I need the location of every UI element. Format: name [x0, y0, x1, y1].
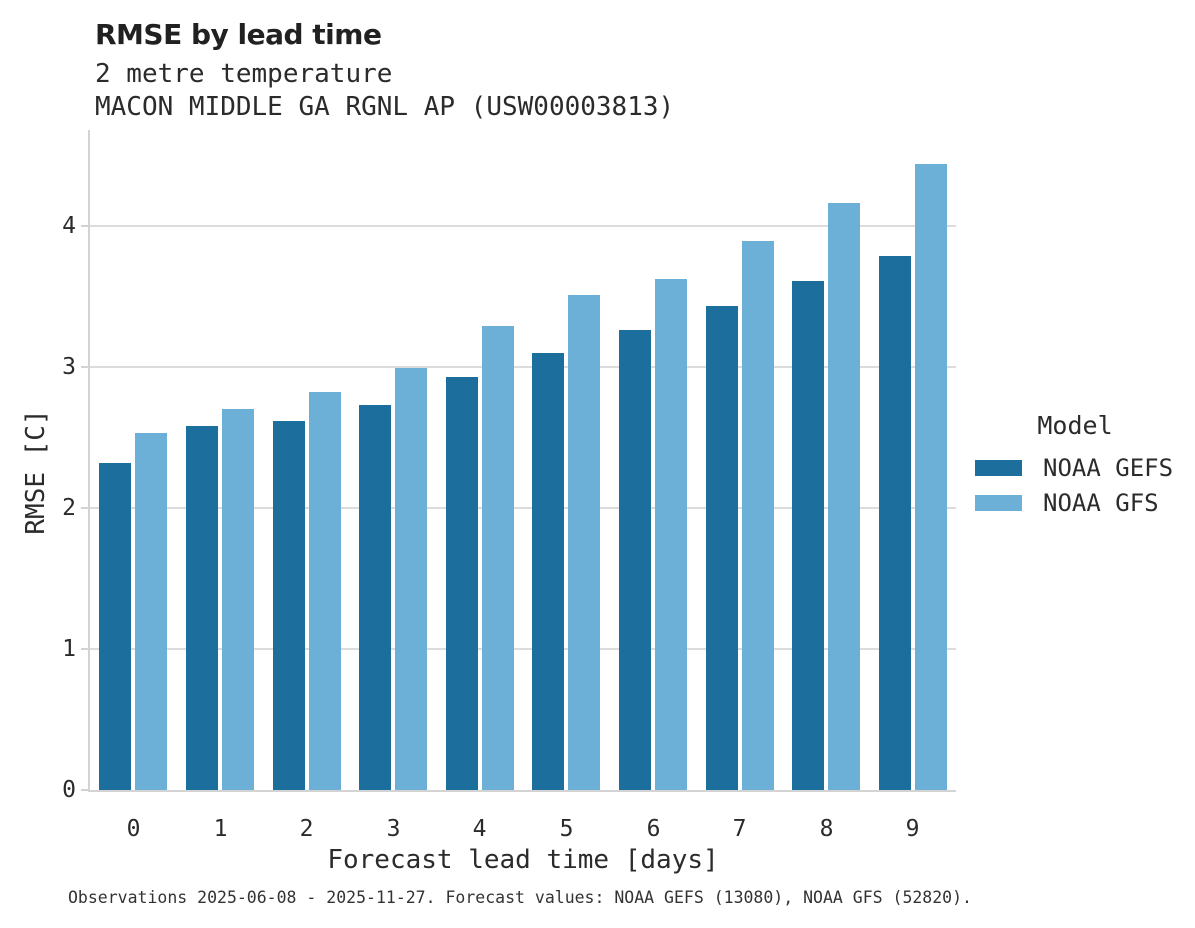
x-tick-label-3: 3 [386, 816, 401, 842]
y-tick-label-1: 1 [62, 636, 76, 662]
bar-noaa-gefs-lead-2 [273, 421, 305, 790]
x-tick-labels: 0 1 2 3 4 5 6 7 8 9 [90, 813, 956, 845]
chart-title: RMSE by lead time [95, 18, 382, 51]
x-axis-label: Forecast lead time [days] [327, 845, 719, 875]
bar-noaa-gefs-lead-4 [446, 377, 478, 790]
bar-noaa-gfs-lead-1 [222, 409, 254, 790]
y-tick-labels: 0 1 2 3 4 [28, 130, 76, 803]
bar-noaa-gfs-lead-6 [655, 279, 687, 790]
bar-noaa-gfs-lead-9 [915, 164, 947, 790]
bar-noaa-gfs-lead-0 [135, 433, 167, 790]
y-tick-label-0: 0 [62, 777, 76, 803]
bar-noaa-gfs-lead-8 [828, 203, 860, 790]
caption: Observations 2025-06-08 - 2025-11-27. Fo… [68, 888, 972, 907]
bar-noaa-gefs-lead-7 [706, 306, 738, 790]
y-tick-mark-1 [81, 648, 90, 650]
bar-noaa-gfs-lead-3 [395, 368, 427, 790]
y-tick-mark-4 [81, 225, 90, 227]
bar-noaa-gfs-lead-2 [309, 392, 341, 790]
subtitle-station: MACON MIDDLE GA RGNL AP (USW00003813) [95, 92, 675, 122]
bar-noaa-gfs-lead-5 [568, 295, 600, 790]
y-tick-mark-3 [81, 366, 90, 368]
legend-title: Model [1037, 411, 1113, 440]
legend-label-noaa-gefs: NOAA GEFS [1043, 453, 1174, 482]
bar-noaa-gefs-lead-6 [619, 330, 651, 790]
bar-noaa-gfs-lead-4 [482, 326, 514, 790]
legend-entry-noaa-gfs: NOAA GFS [975, 485, 1185, 520]
x-tick-label-0: 0 [126, 816, 141, 842]
bar-noaa-gefs-lead-8 [792, 281, 824, 790]
legend: Model NOAA GEFS NOAA GFS [975, 411, 1185, 520]
y-tick-label-2: 2 [62, 495, 76, 521]
x-tick-label-4: 4 [472, 816, 487, 842]
legend-swatch-noaa-gefs [975, 459, 1022, 476]
y-tick-label-4: 4 [62, 213, 76, 239]
x-tick-label-9: 9 [905, 816, 920, 842]
bar-noaa-gefs-lead-3 [359, 405, 391, 790]
bar-noaa-gefs-lead-5 [532, 353, 564, 790]
gridline-y-3 [90, 366, 956, 368]
x-tick-label-5: 5 [559, 816, 574, 842]
legend-label-noaa-gfs: NOAA GFS [1043, 488, 1159, 517]
x-tick-label-2: 2 [299, 816, 314, 842]
legend-entry-noaa-gefs: NOAA GEFS [975, 450, 1185, 485]
bar-noaa-gfs-lead-7 [742, 241, 774, 790]
bar-noaa-gefs-lead-1 [186, 426, 218, 790]
y-tick-mark-2 [81, 507, 90, 509]
chart-subtitle: 2 metre temperature MACON MIDDLE GA RGNL… [95, 58, 674, 124]
legend-swatch-noaa-gfs [975, 494, 1022, 511]
legend-entries: NOAA GEFS NOAA GFS [975, 450, 1185, 520]
x-tick-label-6: 6 [646, 816, 661, 842]
subtitle-variable: 2 metre temperature [95, 59, 393, 89]
plot-area [81, 130, 956, 792]
x-tick-label-7: 7 [732, 816, 747, 842]
x-tick-label-1: 1 [213, 816, 228, 842]
y-tick-mark-0 [81, 789, 90, 791]
y-tick-label-3: 3 [62, 354, 76, 380]
gridline-y-4 [90, 225, 956, 227]
gridline-y-2 [90, 507, 956, 509]
gridline-y-1 [90, 648, 956, 650]
x-tick-label-8: 8 [819, 816, 834, 842]
bar-noaa-gefs-lead-9 [879, 256, 911, 790]
bar-noaa-gefs-lead-0 [99, 463, 131, 790]
